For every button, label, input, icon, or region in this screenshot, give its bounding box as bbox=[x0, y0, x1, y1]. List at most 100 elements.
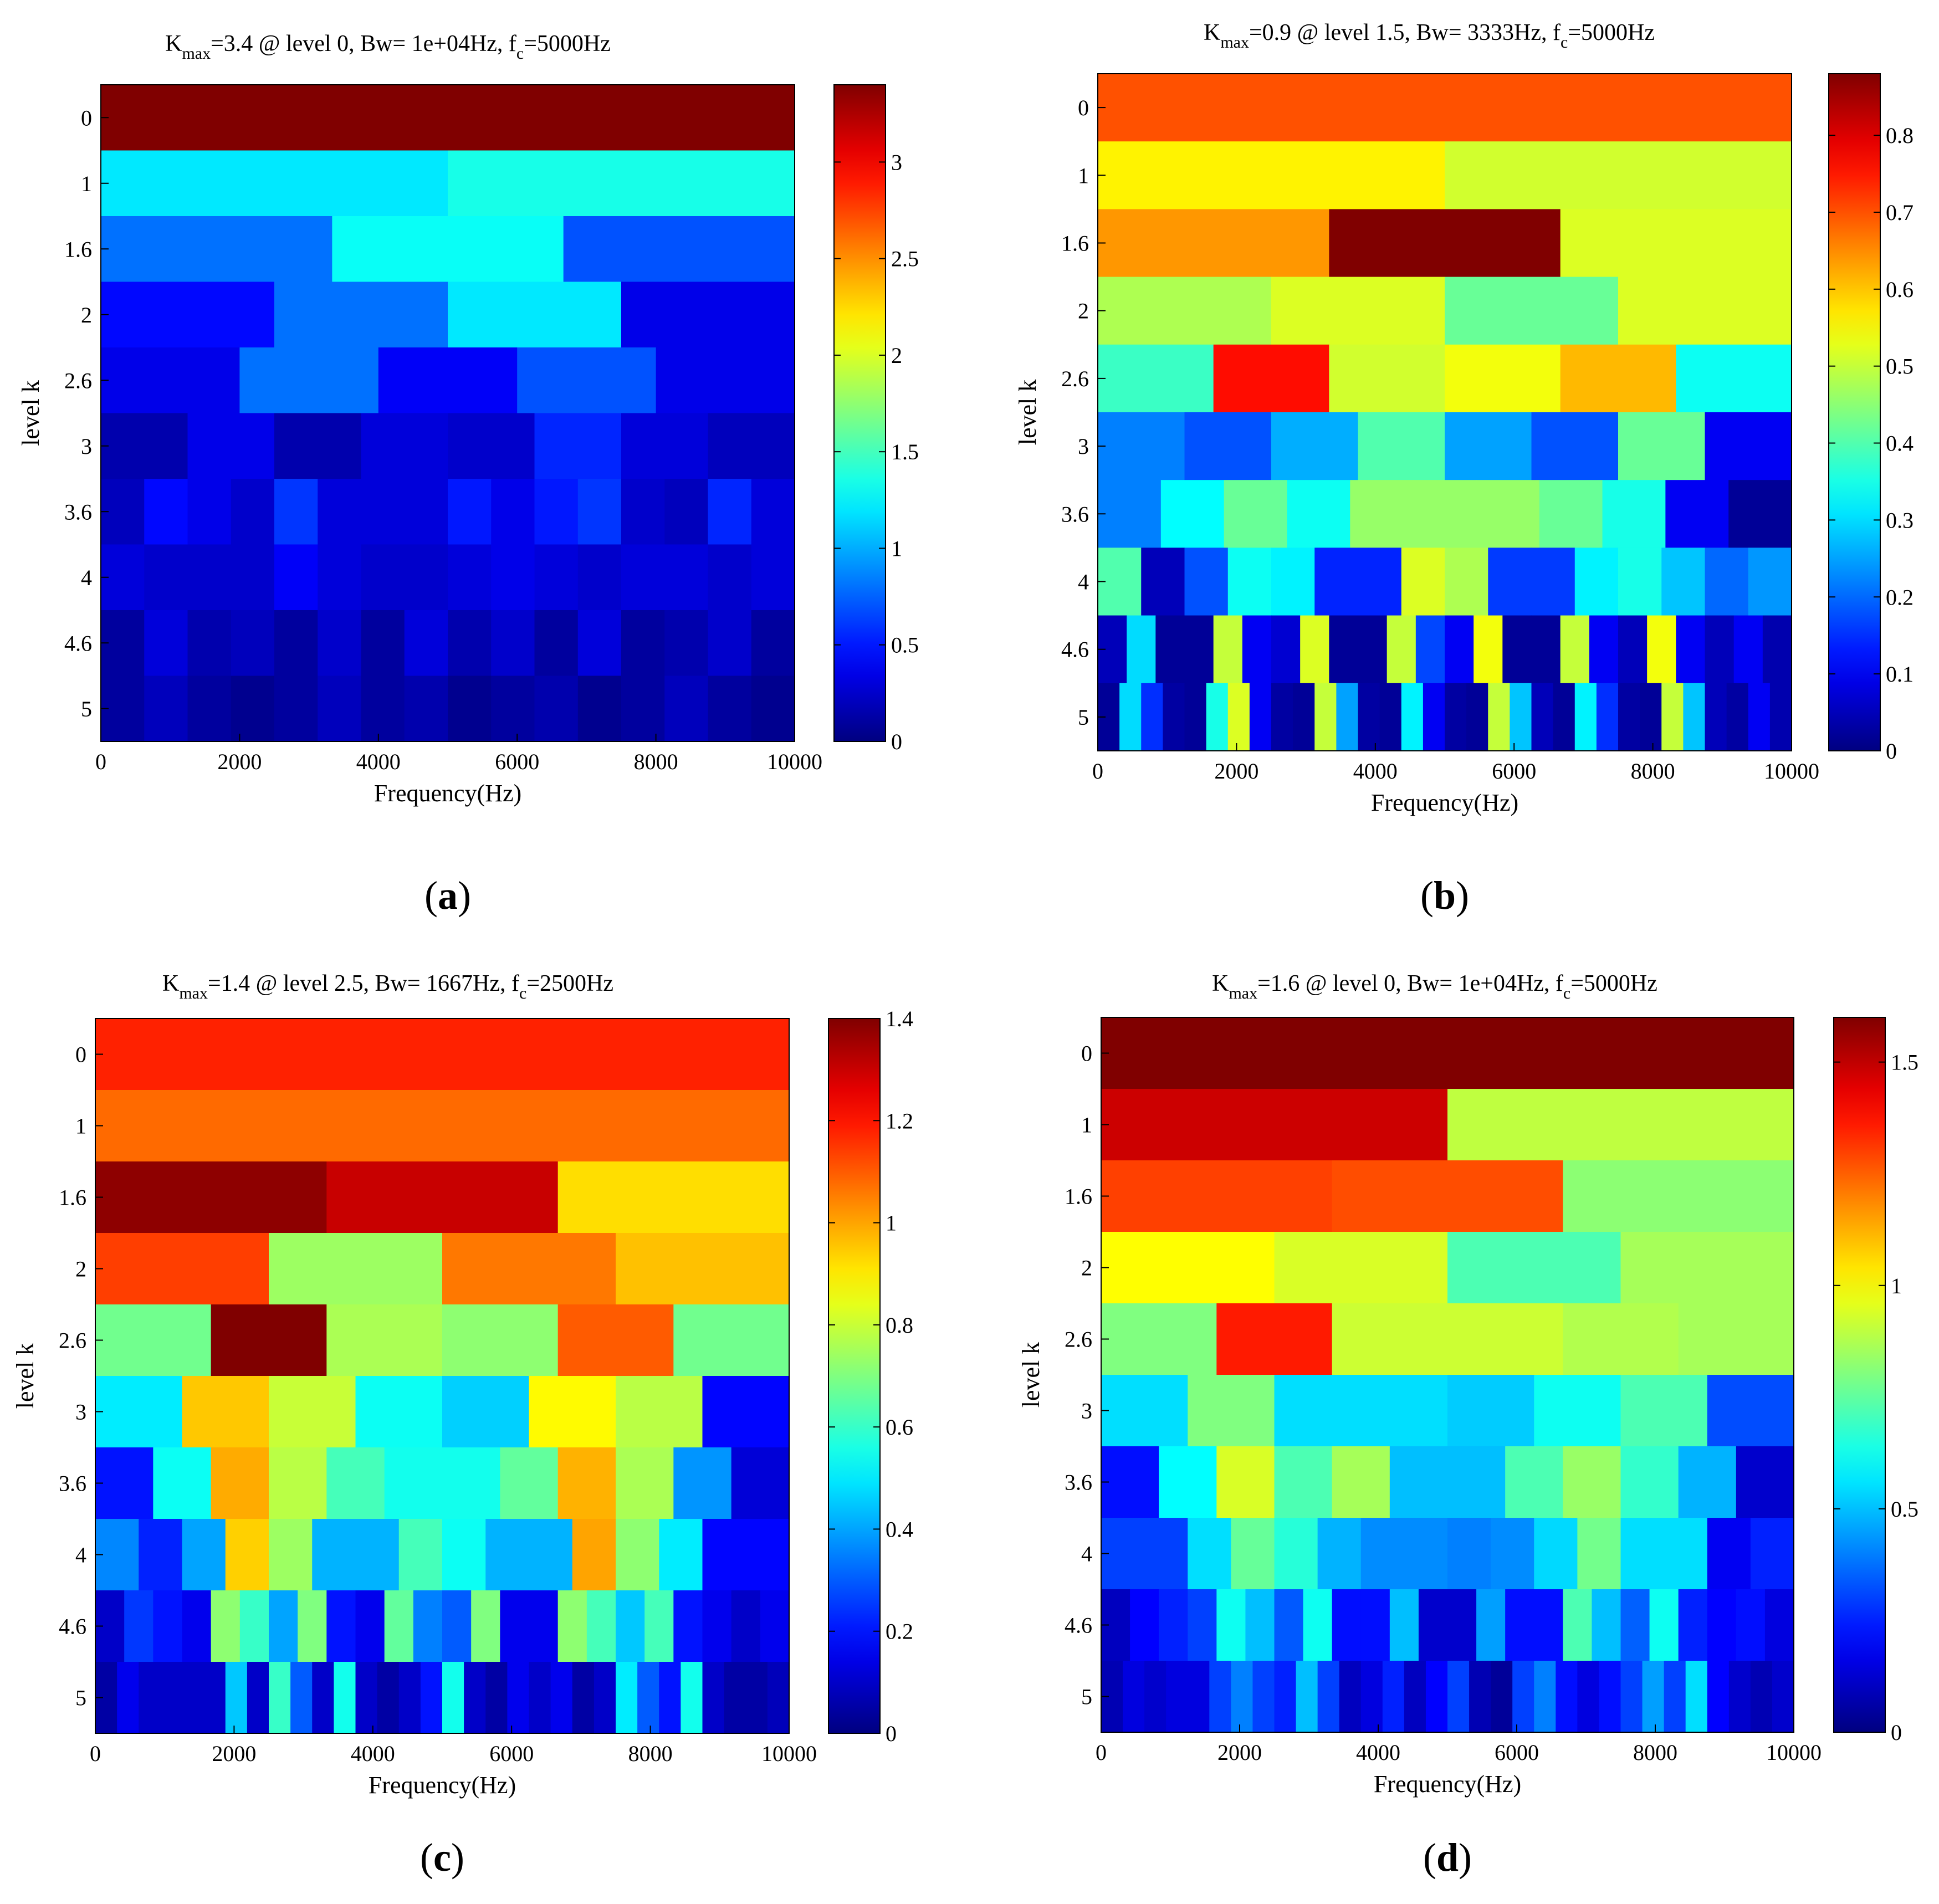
y-tick-label: 2.6 bbox=[1065, 1327, 1092, 1352]
heatmap-cell bbox=[1474, 615, 1503, 684]
x-tick-label: 6000 bbox=[489, 1741, 534, 1766]
heatmap-cell bbox=[1750, 1661, 1773, 1733]
y-tick-label: 3 bbox=[1081, 1399, 1092, 1424]
heatmap-cell bbox=[491, 544, 535, 611]
heatmap-cell bbox=[702, 1590, 732, 1662]
heatmap-cell bbox=[1685, 1661, 1708, 1733]
colorbar bbox=[1828, 73, 1881, 751]
heatmap-cell bbox=[1423, 683, 1445, 751]
heatmap-cell bbox=[1287, 480, 1350, 548]
heatmap-cell bbox=[101, 216, 332, 283]
y-tick-label: 5 bbox=[81, 697, 92, 721]
x-tick-label: 2000 bbox=[217, 749, 262, 774]
x-tick-label: 8000 bbox=[634, 749, 678, 774]
heatmap-cell bbox=[500, 1590, 530, 1662]
panel-caption: (a) bbox=[424, 873, 471, 918]
heatmap-cell bbox=[1707, 1518, 1751, 1590]
heatmap-cell bbox=[1184, 547, 1229, 616]
heatmap-cell bbox=[144, 610, 188, 677]
heatmap-cell bbox=[1620, 1661, 1643, 1733]
heatmap-cell bbox=[1155, 615, 1185, 684]
y-tick-label: 2 bbox=[1078, 299, 1089, 324]
heatmap-cell bbox=[1620, 1589, 1650, 1661]
heatmap-cell bbox=[95, 1376, 183, 1448]
heatmap-cell bbox=[377, 1662, 400, 1734]
y-tick-label: 3.6 bbox=[1061, 501, 1089, 526]
heatmap-cell bbox=[1505, 1446, 1563, 1518]
heatmap-cell bbox=[507, 1662, 530, 1734]
heatmap-cell bbox=[621, 413, 709, 479]
heatmap-cell bbox=[1772, 1661, 1794, 1733]
colorbar-tick-label: 0.6 bbox=[886, 1415, 913, 1440]
heatmap-cell bbox=[1358, 547, 1402, 616]
heatmap-cell bbox=[1379, 683, 1402, 751]
heatmap-cell bbox=[1447, 1303, 1563, 1375]
heatmap-cell bbox=[1705, 547, 1749, 616]
heatmap-cell bbox=[326, 1161, 559, 1233]
heatmap-cell bbox=[117, 1662, 139, 1734]
heatmap-cell bbox=[269, 1519, 313, 1591]
y-tick-label: 1 bbox=[1081, 1113, 1092, 1138]
heatmap-cell bbox=[442, 1447, 500, 1519]
heatmap-cell bbox=[731, 1447, 790, 1519]
heatmap-cell bbox=[1216, 1589, 1246, 1661]
heatmap-cell bbox=[269, 1662, 291, 1734]
colorbar-tick-label: 0.3 bbox=[1886, 508, 1914, 533]
heatmap-cell bbox=[187, 610, 232, 677]
heatmap-cell bbox=[1101, 1303, 1217, 1375]
heatmap-cell bbox=[1531, 412, 1619, 480]
plot-frame bbox=[1101, 1017, 1794, 1733]
y-tick-label: 1.6 bbox=[1065, 1184, 1092, 1209]
chart-title: Kmax=1.4 @ level 2.5, Bw= 1667Hz, fc=250… bbox=[162, 971, 613, 1002]
heatmap-panel-a: 0 1 1.6 2 2.6 3 3.6 4 4.6 5 0 2000 4000 6000 8000 10000… bbox=[0, 0, 969, 952]
y-tick-label: 1 bbox=[75, 1114, 86, 1139]
y-axis-label: level k bbox=[1014, 380, 1041, 446]
heatmap-cell bbox=[95, 1447, 154, 1519]
heatmap-cell bbox=[1534, 1661, 1556, 1733]
x-tick-label: 8000 bbox=[628, 1741, 673, 1766]
heatmap-cell bbox=[1271, 615, 1301, 684]
colorbar bbox=[828, 1018, 881, 1734]
heatmap-cell bbox=[274, 675, 318, 742]
heatmap-cell bbox=[724, 1662, 746, 1734]
heatmap-cell bbox=[1209, 1661, 1231, 1733]
heatmap-cell bbox=[1469, 1661, 1491, 1733]
heatmap-cell bbox=[616, 1590, 645, 1662]
heatmap-cell bbox=[751, 610, 795, 677]
y-tick-label: 4.6 bbox=[1061, 637, 1089, 662]
heatmap-cell bbox=[1661, 683, 1684, 751]
heatmap-cell bbox=[1678, 1589, 1708, 1661]
heatmap-cell bbox=[1531, 547, 1575, 616]
heatmap-cell bbox=[1166, 1661, 1188, 1733]
heatmap-cell bbox=[621, 675, 665, 742]
heatmap-cell bbox=[144, 544, 188, 611]
heatmap-cell bbox=[1560, 209, 1792, 278]
heatmap-cell bbox=[1314, 547, 1359, 616]
heatmap-cell bbox=[1425, 1661, 1448, 1733]
heatmap-cell bbox=[153, 1590, 183, 1662]
heatmap-cell bbox=[1505, 1589, 1534, 1661]
heatmap-cell bbox=[1188, 1661, 1210, 1733]
heatmap-cell bbox=[1512, 1661, 1534, 1733]
heatmap-cell bbox=[1705, 412, 1792, 480]
heatmap-cell bbox=[1577, 1518, 1621, 1590]
y-tick-label: 2.6 bbox=[1061, 366, 1089, 391]
colorbar-tick-label: 0.6 bbox=[1886, 277, 1914, 302]
heatmap-cell bbox=[1101, 1017, 1794, 1089]
heatmap-cell bbox=[1447, 1661, 1470, 1733]
x-tick-label: 10000 bbox=[767, 749, 822, 774]
heatmap-cell bbox=[1661, 547, 1706, 616]
y-tick-label: 0 bbox=[81, 105, 92, 130]
heatmap-cell bbox=[1213, 344, 1329, 413]
heatmap-cell bbox=[1389, 1589, 1419, 1661]
chart-title: Kmax=3.4 @ level 0, Bw= 1e+04Hz, fc=5000… bbox=[165, 31, 611, 63]
heatmap-cell bbox=[274, 413, 362, 479]
heatmap-cell bbox=[464, 1662, 486, 1734]
heatmap-cell bbox=[1596, 683, 1619, 751]
heatmap-cell bbox=[1401, 683, 1424, 751]
heatmap-cell bbox=[95, 1304, 212, 1376]
heatmap-cell bbox=[1329, 344, 1445, 413]
heatmap-cell bbox=[550, 1662, 573, 1734]
y-tick-label: 3.6 bbox=[1065, 1470, 1092, 1495]
heatmap-cell bbox=[1332, 1303, 1448, 1375]
